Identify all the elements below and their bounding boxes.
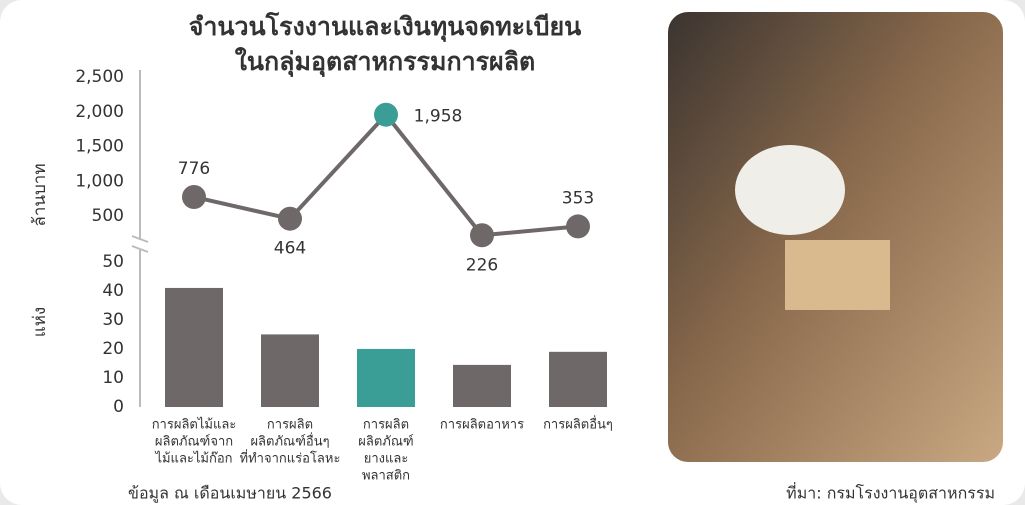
y-tick-label: 10 (102, 368, 124, 388)
bar (261, 334, 319, 407)
axis-break (131, 235, 149, 243)
point (566, 214, 590, 239)
x-tick-label: ผลิตภัณฑ์อื่นๆ (250, 433, 329, 450)
footer-source: ที่มา: กรมโรงงานอุตสาหกรรม (786, 482, 995, 504)
x-tick-label: ผลิตภัณฑ์จาก (155, 434, 233, 450)
y-tick-label: 20 (102, 339, 124, 359)
point (182, 184, 206, 209)
x-tick-label: ไม้และไม้ก๊อก (154, 451, 232, 467)
x-tick-label: การผลิต (363, 418, 409, 433)
axis-break (131, 245, 149, 253)
y-tick-label: 30 (102, 310, 124, 330)
y-tick-label: 50 (102, 252, 124, 272)
point (374, 102, 398, 127)
footer-note: ข้อมูล ณ เดือนเมษายน 2566 (128, 484, 332, 504)
x-tick-label: ที่ทำจากแร่อโลหะ (240, 450, 341, 467)
y-tick-label: 2,500 (75, 67, 124, 87)
y-tick-label: 1,500 (75, 137, 124, 157)
x-tick-label: การผลิตอื่นๆ (543, 416, 613, 433)
x-tick-label: ผลิตภัณฑ์ (358, 434, 413, 450)
bar (549, 351, 607, 407)
value-label: 353 (562, 188, 594, 208)
title-line: จำนวนโรงงานและเงินทุนจดทะเบียน (189, 11, 582, 43)
point (470, 223, 494, 248)
value-label: 1,958 (414, 107, 463, 127)
x-tick-label: การผลิตไม้และ (152, 417, 237, 433)
point (278, 206, 302, 231)
bar (357, 348, 415, 407)
value-label: 226 (466, 255, 498, 275)
photo-glove (735, 145, 845, 235)
y-tick-label: 0 (113, 397, 124, 417)
x-tick-label: การผลิต (267, 418, 313, 433)
y-tick-label: 2,000 (75, 102, 124, 122)
x-tick-label: การผลิตอาหาร (440, 418, 524, 433)
x-tick-label: พลาสติก (362, 469, 410, 484)
value-label: 776 (178, 159, 210, 179)
title-line: ในกลุ่มอุตสาหกรรมการผลิต (235, 46, 536, 78)
y-axis-label: แห่ง (30, 307, 50, 337)
bar (453, 364, 511, 407)
value-label: 464 (274, 239, 306, 259)
y-tick-label: 1,000 (75, 171, 124, 191)
y-axis-label: ล้านบาท (30, 163, 50, 226)
y-tick-label: 500 (92, 206, 124, 226)
bar (165, 287, 223, 407)
y-tick-label: 40 (102, 281, 124, 301)
x-tick-label: ยางและ (364, 452, 409, 467)
photo-wood-block (785, 240, 890, 310)
photo (668, 12, 1003, 462)
